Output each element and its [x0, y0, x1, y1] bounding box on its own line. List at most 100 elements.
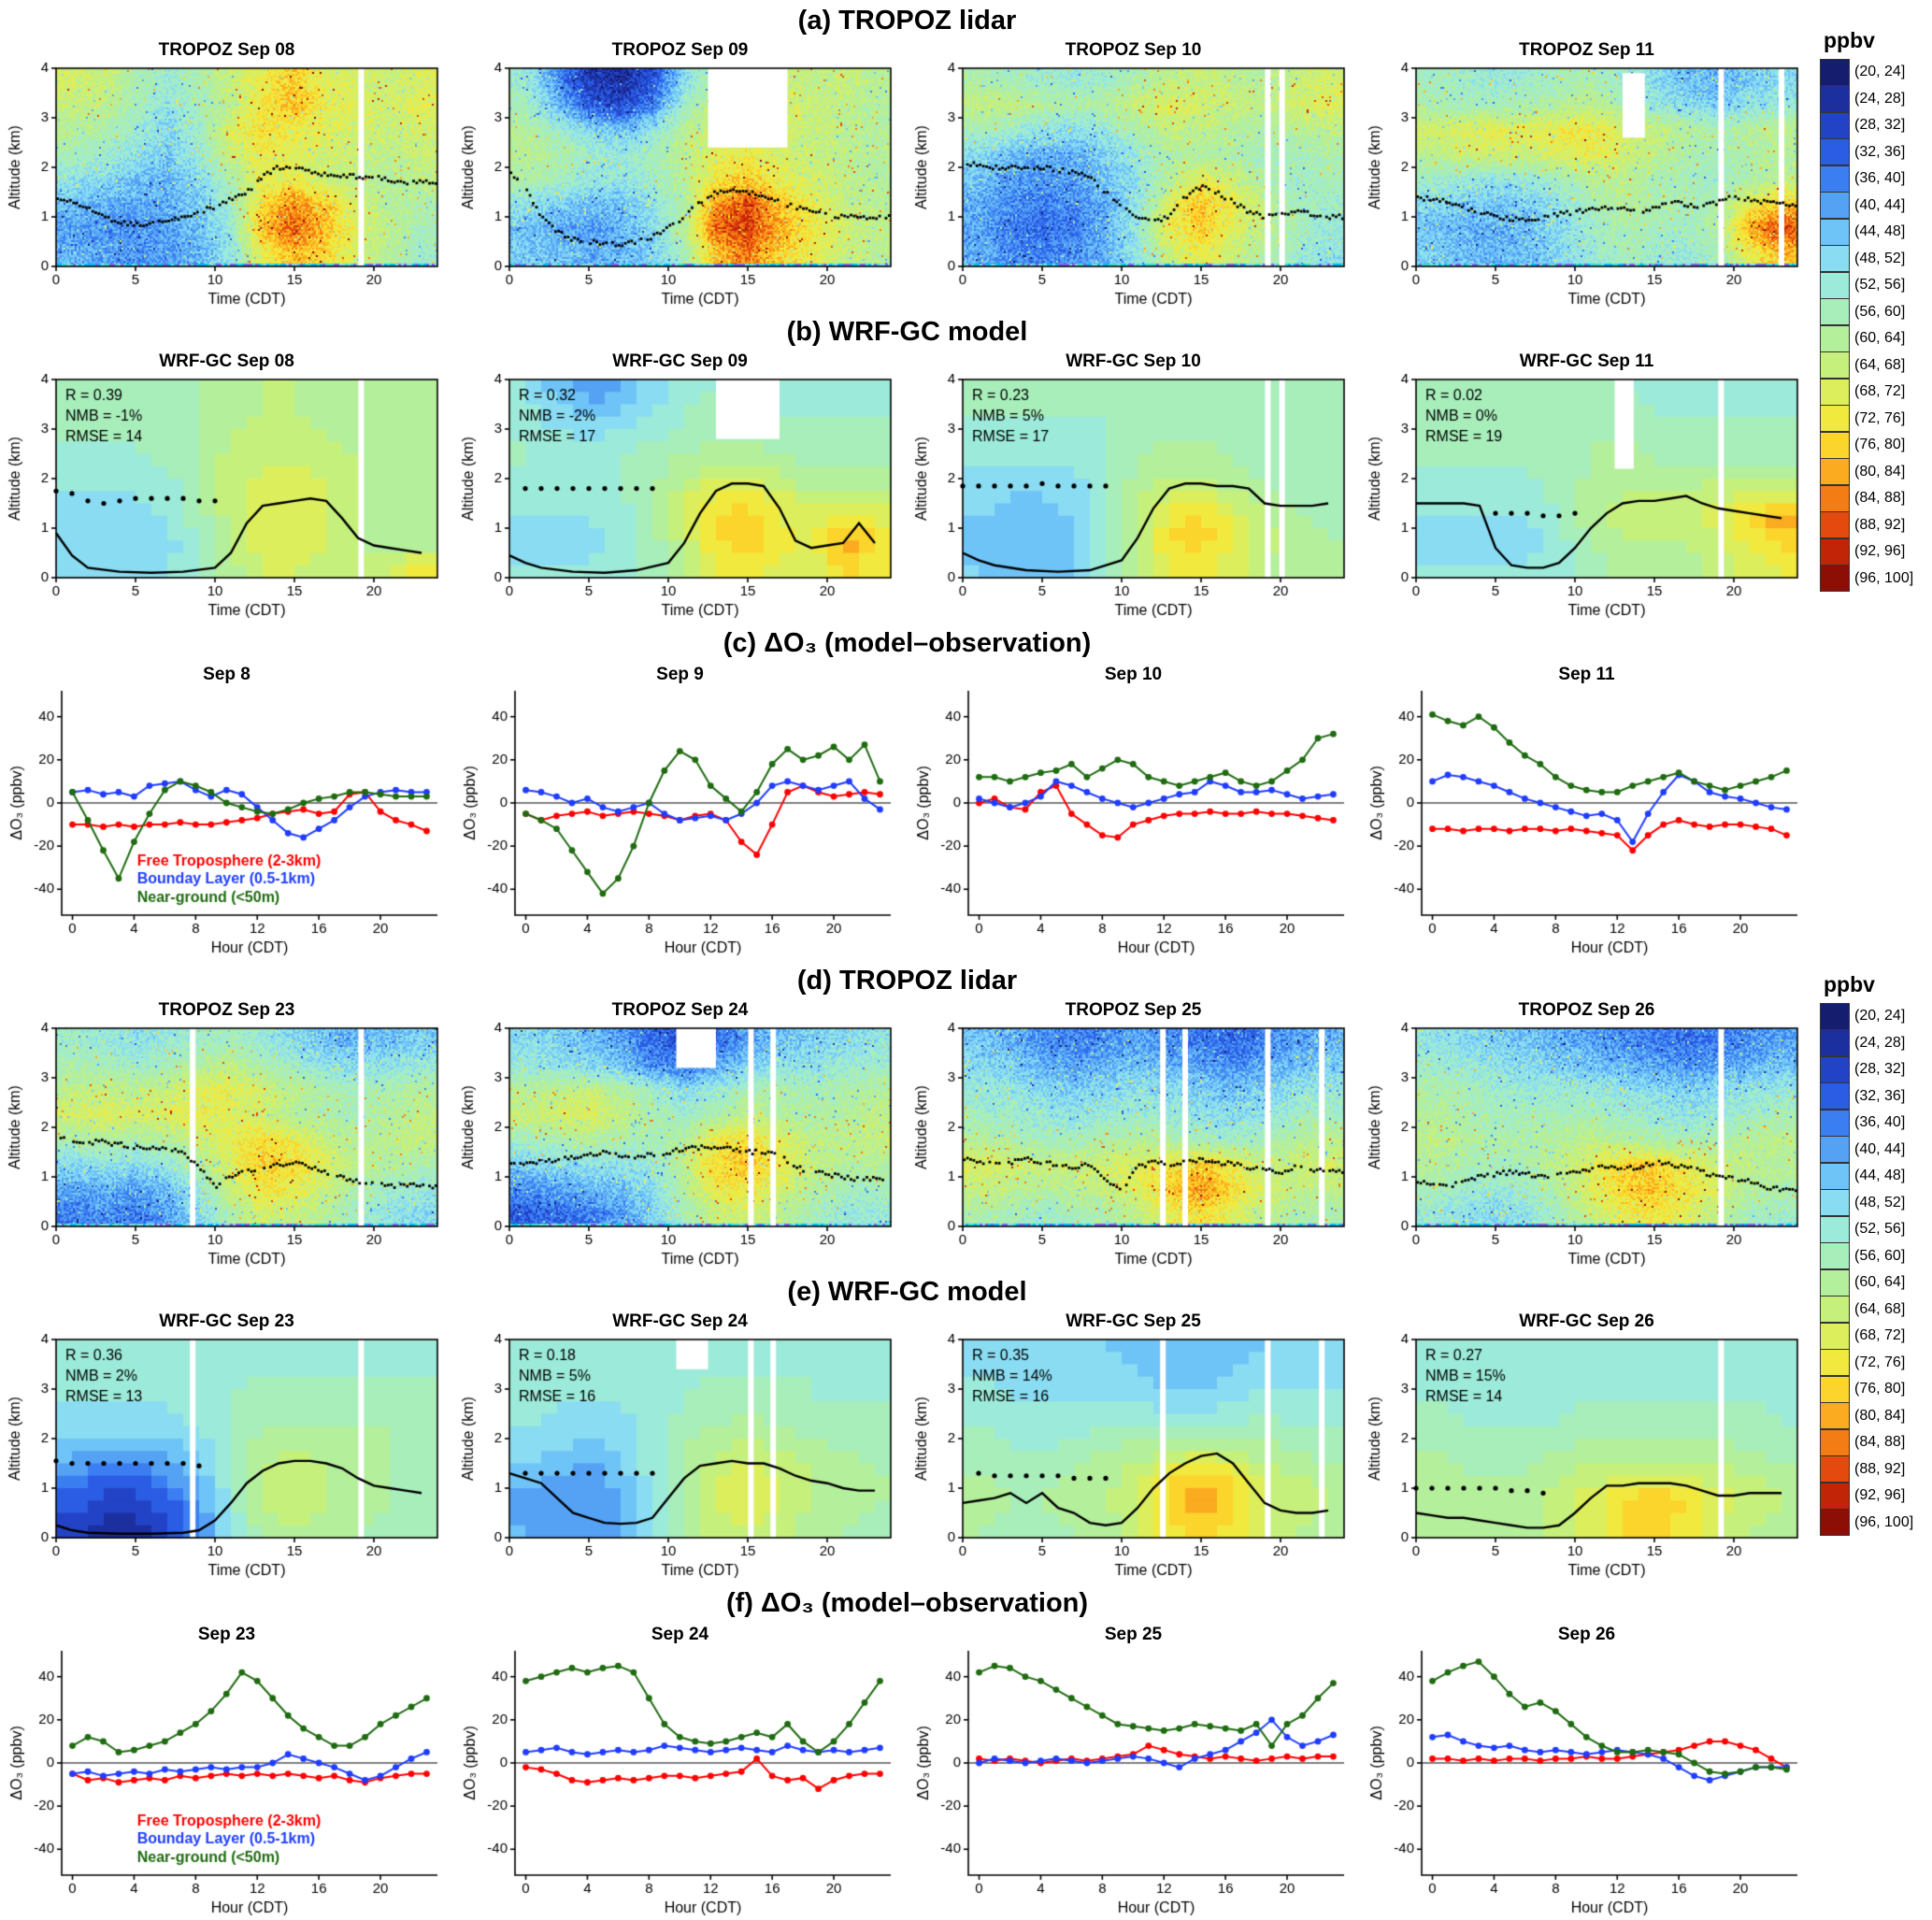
panel-title: WRF-GC Sep 23: [159, 1311, 294, 1331]
heatmap-canvas-wrfgc-sep24: [460, 1332, 900, 1583]
colorbar-bin-label: (44, 48]: [1854, 223, 1906, 240]
section-e: (e) WRF-GC model WRF-GC Sep 23 WRF-GC Se…: [0, 1271, 1814, 1583]
panel-wrfgc-sep10: WRF-GC Sep 10: [907, 350, 1360, 623]
panel-wrfgc-sep26: WRF-GC Sep 26: [1360, 1310, 1813, 1583]
colorbar-swatch: [1820, 1055, 1850, 1083]
colorbar-bin: (68, 72]: [1820, 378, 1932, 406]
colorbar-bin-label: (68, 72]: [1854, 383, 1906, 400]
panel-title: TROPOZ Sep 10: [1065, 40, 1202, 60]
panel-tropoz-sep26: TROPOZ Sep 26: [1360, 998, 1813, 1271]
colorbar-swatch: [1820, 378, 1850, 406]
panel-title: TROPOZ Sep 26: [1518, 1000, 1655, 1020]
linechart-canvas-sep23: [7, 1643, 447, 1920]
section-a-title: (a) TROPOZ lidar: [797, 6, 1017, 36]
panel-title: TROPOZ Sep 23: [158, 1000, 295, 1020]
colorbar-swatch: [1820, 298, 1850, 326]
colorbar-bin: (60, 64]: [1820, 324, 1932, 352]
colorbar-bin-label: (76, 80]: [1854, 437, 1906, 453]
colorbar-swatch: [1820, 1029, 1850, 1057]
colorbar-swatch: [1820, 1136, 1850, 1164]
colorbar-bin: (56, 60]: [1820, 298, 1932, 326]
linechart-canvas-sep24: [460, 1643, 900, 1920]
section-c-row: Sep 8 Sep 9 Sep 10 Sep 11: [0, 661, 1814, 960]
panel-wrfgc-sep08: WRF-GC Sep 08: [0, 350, 453, 623]
colorbar-bin-label: (48, 52]: [1854, 250, 1906, 266]
colorbar-swatch: [1820, 431, 1850, 459]
colorbar-bin-label: (80, 84]: [1854, 1407, 1906, 1424]
linechart-canvas-sep26: [1367, 1643, 1807, 1920]
heatmap-canvas-tropoz-sep11: [1367, 61, 1807, 311]
panel-wrfgc-sep24: WRF-GC Sep 24: [453, 1310, 907, 1583]
section-e-title: (e) WRF-GC model: [787, 1277, 1027, 1307]
colorbar-bin-label: (72, 76]: [1854, 409, 1906, 426]
colorbar-swatch: [1820, 1242, 1850, 1270]
colorbar-swatch: [1820, 1296, 1850, 1324]
colorbar-bin: (64, 68]: [1820, 1296, 1932, 1324]
colorbar-bin: (52, 56]: [1820, 1215, 1932, 1243]
colorbar-bin: (80, 84]: [1820, 458, 1932, 486]
panel-title: Sep 8: [203, 665, 250, 684]
heatmap-canvas-tropoz-sep08: [7, 61, 447, 311]
colorbar-swatch: [1820, 1215, 1850, 1243]
colorbar-swatch: [1820, 85, 1850, 113]
colorbar-swatch: [1820, 271, 1850, 299]
colorbar-bin: (76, 80]: [1820, 1375, 1932, 1403]
colorbar-bin: (48, 52]: [1820, 1189, 1932, 1217]
colorbar-column: ppbv (20, 24] (24, 28] (28, 32] (32, 36] (36,…: [1814, 0, 1932, 1920]
panel-delta-sep11: Sep 11: [1360, 661, 1813, 960]
section-f-row: Sep 23 Sep 24 Sep 25 Sep 26: [0, 1621, 1814, 1920]
section-d: (d) TROPOZ lidar TROPOZ Sep 23 TROPOZ Se…: [0, 960, 1814, 1271]
section-a: (a) TROPOZ lidar TROPOZ Sep 08 TROPOZ Se…: [0, 0, 1814, 311]
colorbar-bin-label: (48, 52]: [1854, 1194, 1906, 1211]
colorbar-bin: (52, 56]: [1820, 271, 1932, 299]
heatmap-canvas-tropoz-sep26: [1367, 1021, 1807, 1271]
colorbar-swatch: [1820, 138, 1850, 166]
section-b: (b) WRF-GC model WRF-GC Sep 08 WRF-GC Se…: [0, 311, 1814, 623]
colorbar-ppbv-top: ppbv (20, 24] (24, 28] (28, 32] (32, 36] (36,…: [1820, 28, 1932, 593]
colorbar-bin-label: (60, 64]: [1854, 330, 1906, 347]
colorbar-bin-label: (96, 100]: [1854, 1513, 1914, 1530]
colorbar-bin: (44, 48]: [1820, 1162, 1932, 1190]
colorbar-swatch: [1820, 165, 1850, 193]
colorbar-swatch: [1820, 1455, 1850, 1483]
colorbar-bin: (84, 88]: [1820, 484, 1932, 512]
panel-delta-sep10: Sep 10: [907, 661, 1360, 960]
panel-delta-sep8: Sep 8: [0, 661, 453, 960]
colorbar-swatch: [1820, 1268, 1850, 1297]
colorbar-swatch: [1820, 1349, 1850, 1377]
colorbar-bin-label: (72, 76]: [1854, 1354, 1906, 1370]
colorbar-swatch: [1820, 1402, 1850, 1430]
colorbar-bin: (24, 28]: [1820, 1029, 1932, 1057]
colorbar-bin-label: (20, 24]: [1854, 1008, 1906, 1024]
colorbar-swatch: [1820, 565, 1850, 593]
panel-tropoz-sep09: TROPOZ Sep 09: [453, 38, 907, 311]
linechart-canvas-sep10: [913, 683, 1353, 960]
panel-title: Sep 26: [1557, 1625, 1616, 1644]
colorbar-bin: (96, 100]: [1820, 565, 1932, 593]
section-c-title: (c) ΔO₃ (model–observation): [723, 628, 1092, 658]
colorbar-bin: (96, 100]: [1820, 1509, 1932, 1537]
colorbar-bin: (20, 24]: [1820, 58, 1932, 86]
figure-panels-column: (a) TROPOZ lidar TROPOZ Sep 08 TROPOZ Se…: [0, 0, 1814, 1920]
section-f: (f) ΔO₃ (model–observation) Sep 23 Sep 2…: [0, 1583, 1814, 1920]
colorbar-bin-label: (56, 60]: [1854, 1247, 1906, 1264]
section-f-title: (f) ΔO₃ (model–observation): [725, 1588, 1089, 1618]
section-e-row: WRF-GC Sep 23 WRF-GC Sep 24 WRF-GC Sep 2…: [0, 1310, 1814, 1583]
colorbar-bin: (88, 92]: [1820, 511, 1932, 539]
panel-tropoz-sep24: TROPOZ Sep 24: [453, 998, 907, 1271]
colorbar-bin: (64, 68]: [1820, 351, 1932, 380]
colorbar-bin-label: (40, 44]: [1854, 1140, 1906, 1157]
colorbar-bin: (36, 40]: [1820, 1109, 1932, 1137]
colorbar-bin-label: (40, 44]: [1854, 196, 1906, 213]
colorbar-bin-label: (64, 68]: [1854, 356, 1906, 373]
colorbar-bin: (28, 32]: [1820, 1055, 1932, 1083]
colorbar-bin-label: (28, 32]: [1854, 117, 1906, 134]
colorbar-bin: (28, 32]: [1820, 111, 1932, 139]
panel-title: Sep 25: [1104, 1625, 1163, 1644]
colorbar-bin: (72, 76]: [1820, 1349, 1932, 1377]
colorbar-swatch: [1820, 58, 1850, 86]
colorbar-bin: (88, 92]: [1820, 1455, 1932, 1483]
panel-title: TROPOZ Sep 24: [611, 1000, 749, 1020]
panel-title: WRF-GC Sep 08: [159, 351, 294, 371]
colorbar-bin: (44, 48]: [1820, 218, 1932, 246]
